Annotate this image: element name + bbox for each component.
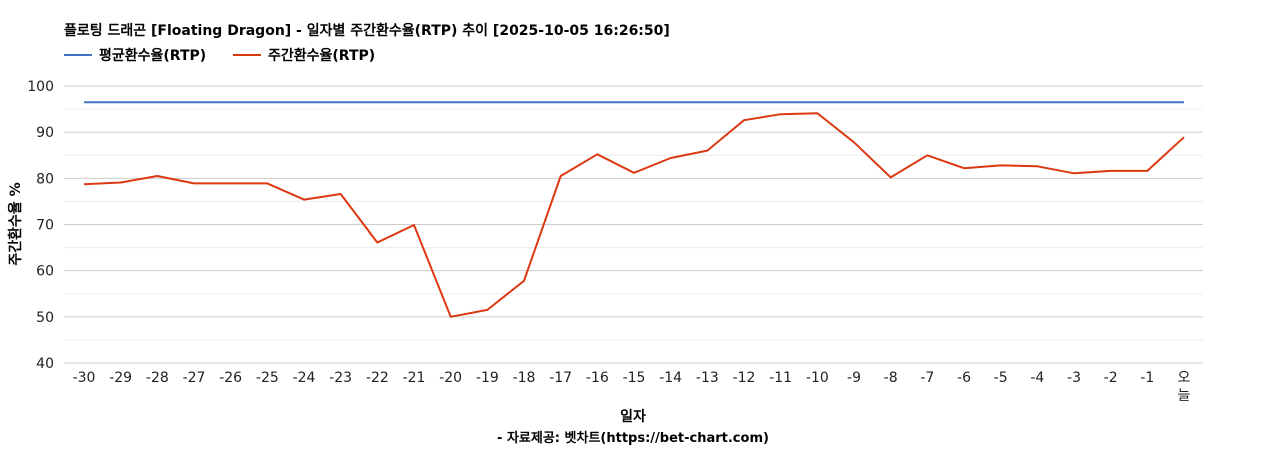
x-tick-label: -23: [329, 370, 352, 386]
x-tick-label: -24: [293, 370, 316, 386]
x-tick-label: -21: [403, 370, 426, 386]
x-tick-label: -14: [659, 370, 682, 386]
series-line-weekly-rtp: [83, 112, 1185, 318]
x-tick-label: -27: [183, 370, 206, 386]
x-tick-label: -15: [623, 370, 646, 386]
legend-label-weekly: 주간환수율(RTP): [268, 47, 375, 64]
x-tick-label: -16: [586, 370, 609, 386]
x-tick-label: -1: [1140, 370, 1154, 386]
x-tick-label: -19: [476, 370, 499, 386]
y-tick-label: 60: [36, 264, 54, 280]
x-tick-label: -28: [146, 370, 169, 386]
chart-title: 플로팅 드래곤 [Floating Dragon] - 일자별 주간환수율(RT…: [64, 22, 670, 39]
x-tick-label: -26: [219, 370, 242, 386]
series-lines: [83, 101, 1185, 318]
x-tick-label: -4: [1030, 370, 1044, 386]
x-tick-label: -7: [920, 370, 934, 386]
source-credit: - 자료제공: 벳차트(https://bet-chart.com): [497, 430, 769, 446]
x-tick-label: -11: [769, 370, 792, 386]
y-tick-label: 80: [36, 171, 54, 187]
y-axis-ticks: 40 50 60 70 80 90 100: [27, 79, 54, 372]
x-tick-label: -8: [884, 370, 898, 386]
y-tick-label: 100: [27, 79, 54, 95]
y-tick-label: 90: [36, 125, 54, 141]
x-tick-label: -29: [109, 370, 132, 386]
x-tick-label: -30: [73, 370, 96, 386]
x-tick-label: -6: [957, 370, 971, 386]
x-tick-label: -18: [513, 370, 536, 386]
x-tick-label: -5: [994, 370, 1008, 386]
y-tick-label: 70: [36, 218, 54, 234]
x-tick-label: -10: [806, 370, 829, 386]
x-tick-label: -9: [847, 370, 861, 386]
x-tick-label: -22: [366, 370, 389, 386]
x-axis-title: 일자: [620, 409, 646, 425]
x-axis-ticks: -30 -29 -28 -27 -26 -25 -24 -23 -22 -21 -20 -19 -18-…: [73, 370, 1191, 404]
x-tick-label: -25: [256, 370, 279, 386]
x-tick-label: -12: [733, 370, 756, 386]
y-tick-label: 50: [36, 310, 54, 326]
y-axis-title: 주간환수율 %: [7, 182, 24, 265]
x-tick-label: -17: [549, 370, 572, 386]
x-tick-label: -3: [1067, 370, 1081, 386]
legend-label-average: 평균환수율(RTP): [99, 47, 206, 64]
x-tick-label: -20: [439, 370, 462, 386]
x-tick-label: -2: [1104, 370, 1118, 386]
legend: 평균환수율(RTP) 주간환수율(RTP): [64, 47, 375, 64]
x-tick-label: -13: [696, 370, 719, 386]
y-tick-label: 40: [36, 356, 54, 372]
grid: [64, 85, 1203, 364]
